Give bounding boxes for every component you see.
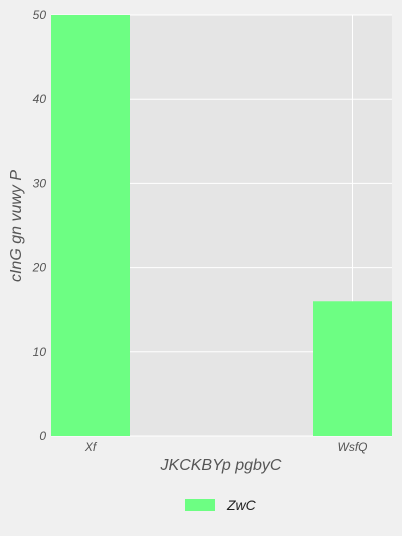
legend: ZwC xyxy=(185,497,257,513)
y-tick-label-0: 0 xyxy=(39,429,46,443)
bar-Xf xyxy=(51,15,130,436)
y-tick-label-4: 40 xyxy=(33,92,47,106)
y-tick-label-1: 10 xyxy=(33,345,47,359)
legend-swatch xyxy=(185,499,215,511)
y-axis-label: cInG gn vuwy P xyxy=(8,170,25,282)
legend-label: ZwC xyxy=(226,497,257,513)
bar-WsfQ xyxy=(313,301,392,436)
y-tick-label-5: 50 xyxy=(33,8,47,22)
x-axis-label: JKCKBYp pgbyC xyxy=(160,457,282,474)
tick-labels: 0 10 20 30 40 50 Xf WsfQ xyxy=(32,8,368,454)
x-tick-label-1: WsfQ xyxy=(338,440,368,454)
x-tick-label-0: Xf xyxy=(84,440,98,454)
y-tick-label-2: 20 xyxy=(32,261,47,275)
bars-group xyxy=(51,15,392,436)
y-tick-label-3: 30 xyxy=(33,176,47,190)
